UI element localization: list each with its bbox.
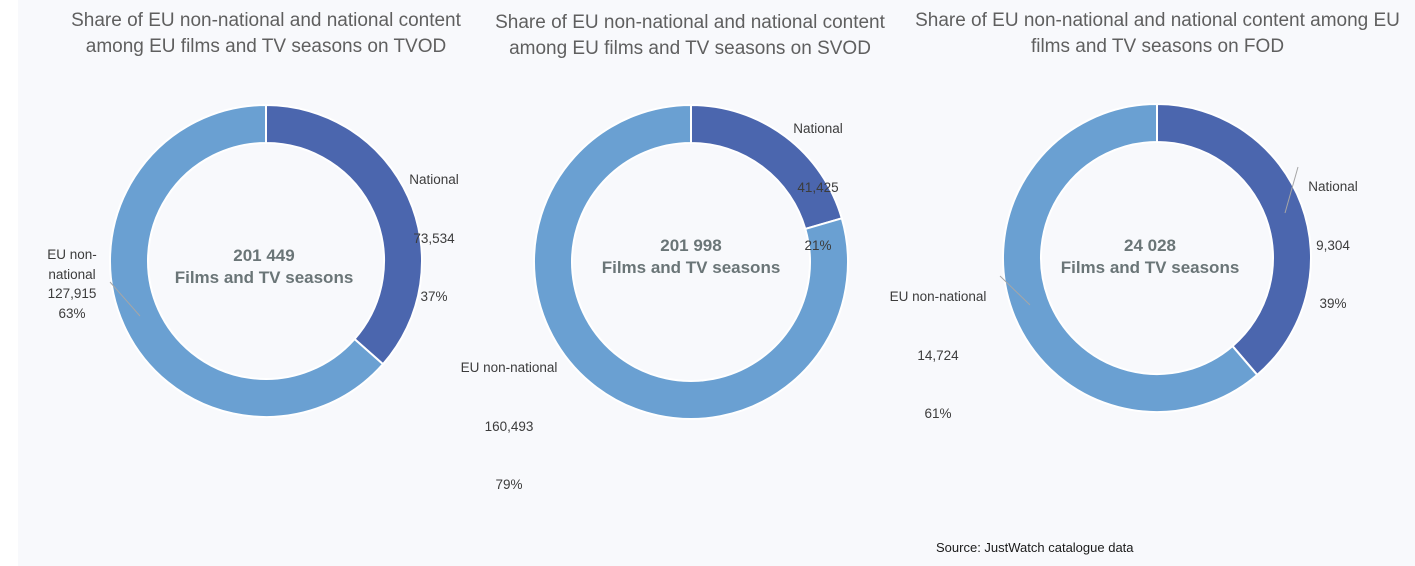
series-percent: 79% [495,477,523,492]
chart-title-svod: Share of EU non-national and national co… [495,12,885,59]
series-value: 9,304 [1316,237,1350,253]
chart-title-fod: Share of EU non-national and national co… [915,10,1400,57]
source-note: Source: JustWatch catalogue data [936,540,1134,555]
center-value: 201 998 [660,236,722,255]
series-value: 160,493 [484,418,534,434]
center-label-svod: 201 998 Films and TV seasons [591,235,791,279]
series-value: 73,534 [413,230,455,246]
center-caption: Films and TV seasons [601,258,781,277]
donut-slice-national [265,103,423,366]
series-name: National [409,172,459,187]
series-percent: 61% [924,406,952,421]
series-name: EU non-national [889,289,987,304]
series-value: 127,915 [47,286,97,301]
series-name: EU non-national [47,247,97,282]
center-value: 201 449 [233,246,295,265]
data-label-svod-national: National 41,425 21% [778,80,858,275]
leader-line-fod-eu [999,275,1031,306]
donut-chart-svod [533,103,849,420]
donut-slice-eu-non-national [1002,102,1259,413]
series-name: National [793,121,843,136]
center-label-tvod: 201 449 Films and TV seasons [164,245,364,289]
center-caption: Films and TV seasons [174,268,354,287]
series-name: National [1308,179,1358,194]
donut-chart-fod [1002,102,1312,413]
series-value: 14,724 [917,347,959,363]
donut-slice-eu-non-national [533,103,849,420]
leader-lines [109,166,1299,317]
series-name: EU non-national [460,360,558,375]
leader-line-fod-national [1284,166,1299,214]
leader-line-tvod-eu [109,281,141,317]
center-value: 24 028 [1124,236,1176,255]
series-percent: 63% [58,305,86,321]
data-label-fod-national: National 9,304 39% [1296,138,1370,333]
data-label-svod-eu: EU non-national 160,493 79% [449,319,569,514]
center-caption: Films and TV seasons [1060,258,1240,277]
donut-chart-tvod [109,103,423,418]
chart-title-tvod: Share of EU non-national and national co… [71,10,461,57]
series-percent: 39% [1319,296,1347,311]
data-label-fod-eu: EU non-national 14,724 61% [878,248,998,443]
donut-slice-eu-non-national [109,103,385,418]
series-value: 41,425 [797,179,839,195]
donut-slice-national [1156,102,1312,377]
series-percent: 21% [804,238,832,253]
data-label-tvod-eu: EU non-national 127,915 63% [34,245,110,323]
chart-panel [18,0,1415,566]
data-label-tvod-national: National 73,534 37% [398,131,470,326]
series-percent: 37% [420,289,448,304]
center-label-fod: 24 028 Films and TV seasons [1050,235,1250,279]
